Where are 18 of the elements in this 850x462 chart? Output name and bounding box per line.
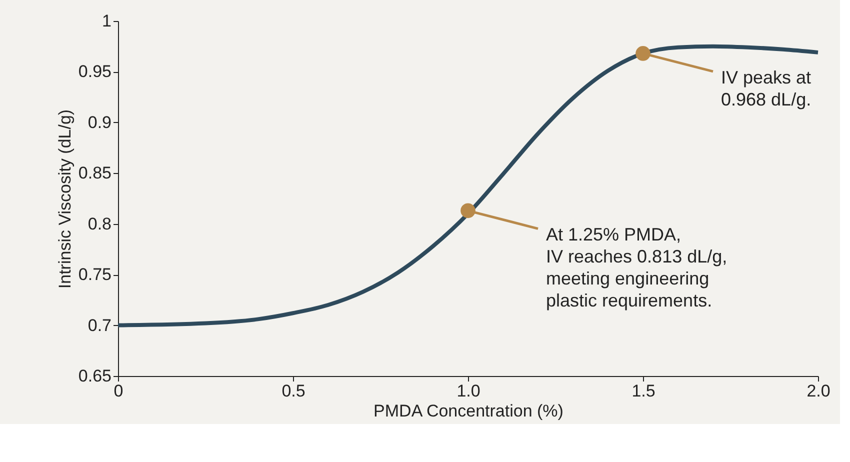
y-tick-label: 0.65 bbox=[78, 366, 112, 386]
y-tick-label: 0.9 bbox=[88, 112, 112, 132]
x-tick-label: 0.5 bbox=[282, 382, 306, 400]
annotation: At 1.25% PMDA, IV reaches 0.813 dL/g, meeting engineering plastic requirements. bbox=[546, 224, 728, 311]
annotation: IV peaks at 0.968 dL/g. bbox=[721, 67, 812, 110]
y-tick-label: 0.7 bbox=[88, 316, 112, 335]
y-tick-label: 0.8 bbox=[88, 214, 112, 234]
x-axis-title: PMDA Concentration (%) bbox=[374, 402, 564, 420]
y-axis-title: Intrinsic Viscosity (dL/g) bbox=[55, 109, 74, 289]
y-tick-label: 0.85 bbox=[78, 164, 112, 183]
x-tick-label: 1.0 bbox=[456, 382, 480, 400]
y-tick-label: 1 bbox=[102, 12, 112, 30]
y-tick-label: 0.95 bbox=[78, 62, 112, 82]
x-tick-label: 0 bbox=[114, 382, 124, 400]
line-series bbox=[116, 44, 820, 328]
x-tick-label: 2.0 bbox=[806, 382, 830, 400]
y-tick-label: 0.75 bbox=[78, 265, 112, 284]
x-tick-label: 1.5 bbox=[632, 382, 656, 400]
